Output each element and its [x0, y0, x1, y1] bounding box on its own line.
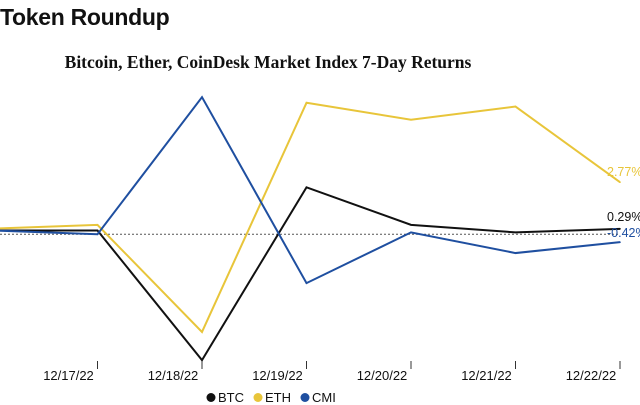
- data-point-cmi: [305, 282, 308, 284]
- data-point-eth: [619, 181, 621, 184]
- end-label-eth: 2.77%: [607, 165, 640, 179]
- data-point-btc: [410, 224, 412, 226]
- x-tick-label: 12/18/22: [148, 368, 199, 383]
- series-line-cmi: [0, 95, 621, 285]
- legend-label-cmi: CMI: [312, 390, 336, 405]
- data-point-cmi: [514, 252, 517, 254]
- data-point-btc: [201, 359, 203, 361]
- series-line-eth: [0, 101, 621, 334]
- data-point-eth: [305, 101, 308, 104]
- data-point-cmi: [201, 96, 203, 98]
- legend-label-eth: ETH: [265, 390, 291, 405]
- legend-swatch-cmi: [300, 393, 310, 402]
- x-tick-label: 12/17/22: [43, 368, 94, 383]
- data-point-cmi: [619, 241, 621, 243]
- x-axis: 12/17/22 12/18/22 12/19/22 12/20/22 12/21/22…: [43, 361, 621, 383]
- series-line-btc: [0, 186, 621, 362]
- data-point-btc: [514, 231, 517, 234]
- legend: BTC ETH CMI: [206, 390, 336, 405]
- x-tick-label: 12/22/22: [566, 368, 617, 383]
- end-label-btc: 0.29%: [607, 210, 640, 224]
- end-label-cmi: -0.42%: [607, 226, 640, 240]
- data-point-btc: [619, 228, 621, 230]
- end-labels: 0.29% 2.77% -0.42%: [607, 165, 640, 240]
- section-title: Token Roundup: [0, 4, 170, 30]
- data-point-btc: [305, 186, 308, 189]
- data-point-cmi: [96, 233, 99, 236]
- data-point-eth: [201, 331, 203, 333]
- legend-label-btc: BTC: [218, 390, 244, 405]
- chart-title: Bitcoin, Ether, CoinDesk Market Index 7-…: [65, 52, 472, 72]
- x-tick-label: 12/21/22: [461, 368, 512, 383]
- x-tick-label: 12/20/22: [357, 368, 408, 383]
- series-layer: [0, 95, 621, 362]
- data-point-btc: [96, 229, 99, 232]
- x-tick-label: 12/19/22: [252, 368, 303, 383]
- data-point-eth: [410, 118, 412, 121]
- data-point-eth: [514, 105, 517, 108]
- data-point-eth: [96, 224, 99, 226]
- legend-swatch-eth: [253, 393, 263, 402]
- data-point-cmi: [410, 231, 412, 234]
- legend-swatch-btc: [206, 393, 216, 402]
